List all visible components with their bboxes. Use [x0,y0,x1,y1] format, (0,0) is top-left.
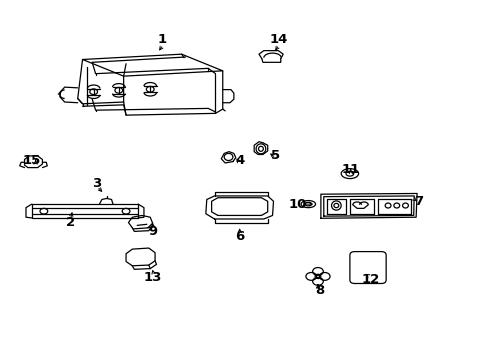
Text: 9: 9 [148,225,157,238]
Text: 1: 1 [158,33,166,46]
Text: 4: 4 [235,154,244,167]
Text: 3: 3 [92,177,102,190]
Text: 14: 14 [268,33,287,46]
Text: 12: 12 [360,273,379,286]
Text: 6: 6 [235,230,244,243]
Text: 11: 11 [341,163,359,176]
Text: 13: 13 [143,271,162,284]
Text: 10: 10 [288,198,306,211]
Text: 8: 8 [314,284,324,297]
Text: 7: 7 [413,195,422,208]
Text: 5: 5 [271,149,280,162]
Text: 15: 15 [22,154,41,167]
Text: 2: 2 [66,216,75,229]
